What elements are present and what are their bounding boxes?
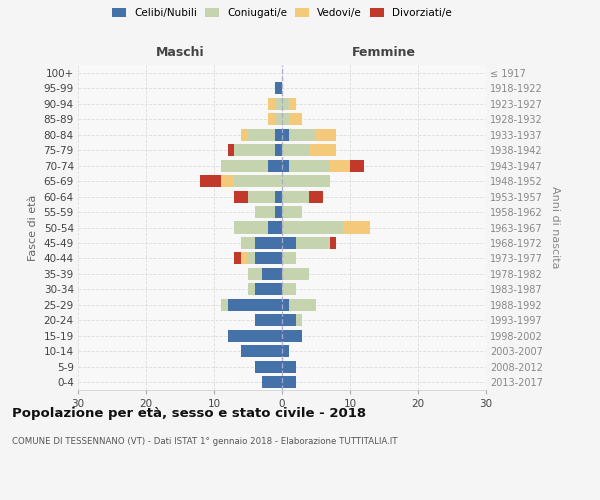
Bar xyxy=(282,113,289,125)
Bar xyxy=(221,175,235,187)
Bar xyxy=(241,252,248,264)
Bar xyxy=(235,190,248,202)
Bar xyxy=(268,222,282,234)
Bar xyxy=(282,175,329,187)
Bar xyxy=(282,190,309,202)
Bar xyxy=(221,299,227,311)
Bar xyxy=(235,175,282,187)
Bar xyxy=(275,98,282,110)
Bar xyxy=(296,237,329,249)
Text: Popolazione per età, sesso e stato civile - 2018: Popolazione per età, sesso e stato civil… xyxy=(12,408,366,420)
Bar xyxy=(227,330,282,342)
Bar xyxy=(282,206,302,218)
Bar xyxy=(282,346,289,358)
Bar xyxy=(235,144,275,156)
Bar xyxy=(221,160,268,172)
Bar xyxy=(350,160,364,172)
Bar xyxy=(343,222,370,234)
Bar xyxy=(255,360,282,373)
Bar xyxy=(268,113,275,125)
Bar xyxy=(268,98,275,110)
Bar xyxy=(282,252,296,264)
Bar xyxy=(255,314,282,326)
Y-axis label: Fasce di età: Fasce di età xyxy=(28,194,38,260)
Bar xyxy=(275,113,282,125)
Bar xyxy=(316,128,337,140)
Bar xyxy=(282,376,296,388)
Bar xyxy=(275,128,282,140)
Bar xyxy=(241,346,282,358)
Bar xyxy=(268,160,282,172)
Bar xyxy=(227,144,235,156)
Bar xyxy=(248,268,262,280)
Bar xyxy=(262,268,282,280)
Bar xyxy=(282,284,296,296)
Bar xyxy=(282,360,296,373)
Bar xyxy=(309,144,337,156)
Bar xyxy=(275,190,282,202)
Bar xyxy=(235,222,268,234)
Bar xyxy=(282,128,289,140)
Bar xyxy=(235,252,241,264)
Bar xyxy=(227,299,282,311)
Bar xyxy=(296,314,302,326)
Bar xyxy=(282,268,309,280)
Bar xyxy=(275,206,282,218)
Bar xyxy=(248,128,275,140)
Bar xyxy=(282,144,309,156)
Bar xyxy=(275,82,282,94)
Bar xyxy=(309,190,323,202)
Bar xyxy=(282,222,343,234)
Bar xyxy=(241,237,255,249)
Bar xyxy=(255,206,275,218)
Bar xyxy=(289,160,329,172)
Bar xyxy=(248,284,255,296)
Bar xyxy=(289,113,302,125)
Bar xyxy=(289,128,316,140)
Bar xyxy=(282,330,302,342)
Text: Maschi: Maschi xyxy=(155,46,205,59)
Bar xyxy=(255,284,282,296)
Text: COMUNE DI TESSENNANO (VT) - Dati ISTAT 1° gennaio 2018 - Elaborazione TUTTITALIA: COMUNE DI TESSENNANO (VT) - Dati ISTAT 1… xyxy=(12,438,398,446)
Legend: Celibi/Nubili, Coniugati/e, Vedovi/e, Divorziati/e: Celibi/Nubili, Coniugati/e, Vedovi/e, Di… xyxy=(108,4,456,22)
Bar xyxy=(289,98,296,110)
Bar xyxy=(275,144,282,156)
Bar xyxy=(200,175,221,187)
Bar xyxy=(255,252,282,264)
Bar xyxy=(282,98,289,110)
Bar xyxy=(282,299,289,311)
Bar xyxy=(289,299,316,311)
Bar xyxy=(241,128,248,140)
Bar xyxy=(282,160,289,172)
Bar xyxy=(255,237,282,249)
Text: Femmine: Femmine xyxy=(352,46,416,59)
Bar xyxy=(248,252,255,264)
Bar xyxy=(329,237,337,249)
Y-axis label: Anni di nascita: Anni di nascita xyxy=(550,186,560,269)
Bar xyxy=(248,190,275,202)
Bar xyxy=(282,237,296,249)
Bar xyxy=(329,160,350,172)
Bar xyxy=(282,314,296,326)
Bar xyxy=(262,376,282,388)
